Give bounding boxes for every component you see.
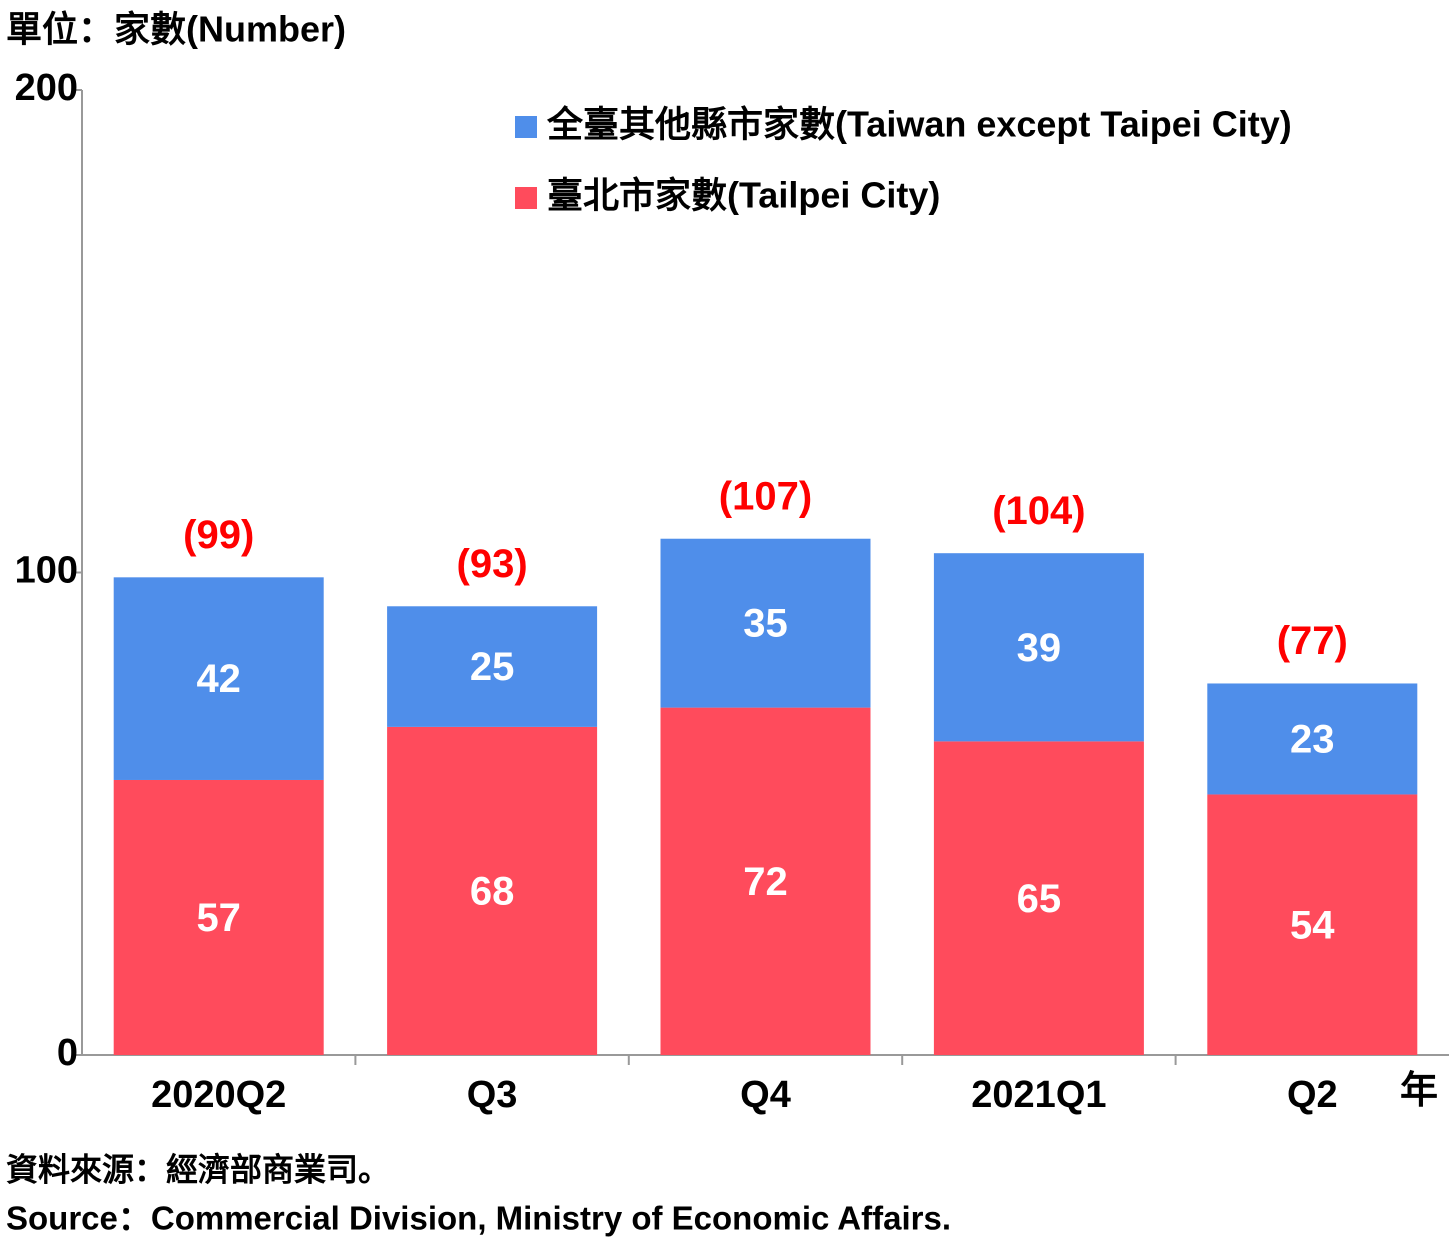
bar-segment: [1207, 794, 1418, 1055]
y-tick-label: 200: [15, 67, 78, 109]
source-zh: 資料來源：經濟部商業司。: [6, 1151, 390, 1187]
legend-label: 臺北市家數(Tailpei City): [547, 175, 940, 216]
total-label: (93): [457, 542, 528, 586]
data-label: 72: [743, 860, 788, 904]
total-label: (107): [719, 474, 812, 518]
legend-swatch: [515, 116, 537, 138]
legend-label: 全臺其他縣市家數(Taiwan except Taipei City): [546, 104, 1292, 145]
bar-segment: [387, 606, 598, 727]
source-en: Source：Commercial Division, Ministry of …: [6, 1200, 951, 1237]
data-label: 23: [1290, 718, 1335, 762]
data-label: 42: [196, 657, 241, 701]
x-tick-label: Q3: [467, 1074, 518, 1116]
total-label: (99): [183, 513, 254, 557]
data-label: 25: [470, 645, 515, 689]
unit-label: 單位：家數(Number): [6, 9, 346, 50]
x-tick-label: Q4: [740, 1074, 791, 1116]
bar-segment: [1207, 683, 1418, 795]
bar-segment: [933, 741, 1144, 1055]
bar-segment: [113, 577, 324, 780]
data-label: 57: [196, 896, 241, 940]
data-label: 35: [743, 602, 788, 646]
x-tick-label: Q2: [1287, 1074, 1338, 1116]
x-tick-label: 2020Q2: [151, 1074, 286, 1116]
bar-segment: [933, 553, 1144, 742]
y-tick-label: 100: [15, 550, 78, 592]
data-label: 68: [470, 870, 515, 914]
total-label: (104): [992, 489, 1085, 533]
legend-swatch: [515, 187, 537, 209]
bar-segment: [660, 707, 871, 1055]
total-label: (77): [1277, 619, 1348, 663]
x-tick-label: 2021Q1: [971, 1074, 1106, 1116]
bar-segment: [660, 538, 871, 708]
data-label: 54: [1290, 903, 1335, 947]
bar-segment: [387, 726, 598, 1055]
data-label: 39: [1017, 626, 1062, 670]
x-unit: 年: [1400, 1070, 1438, 1112]
data-label: 65: [1017, 877, 1062, 921]
bar-segment: [113, 779, 324, 1055]
y-tick-label: 0: [57, 1032, 78, 1074]
